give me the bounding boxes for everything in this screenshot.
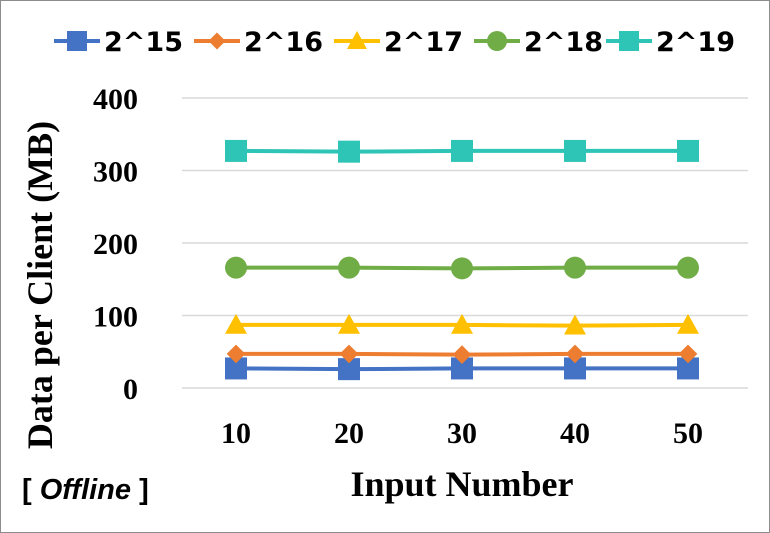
gridlines <box>182 97 748 389</box>
data-point <box>451 257 473 280</box>
y-axis-title: Data per Client (MB) <box>20 121 60 449</box>
series-2-15 <box>225 357 699 381</box>
data-point <box>677 357 699 380</box>
x-tick-label: 10 <box>221 417 251 450</box>
legend-label: 2^19 <box>656 27 735 58</box>
legend-item: 2^16 <box>194 27 323 58</box>
data-point <box>225 139 247 162</box>
legend-marker <box>347 31 367 49</box>
legend-item: 2^17 <box>334 27 463 58</box>
legend-marker <box>487 31 507 51</box>
data-point <box>338 256 360 279</box>
data-point <box>677 139 699 162</box>
note-open-bracket: [ <box>22 474 40 506</box>
legend-item: 2^19 <box>606 27 735 58</box>
data-point <box>678 344 698 364</box>
legend-label: 2^18 <box>524 27 603 58</box>
legend-marker <box>208 32 226 50</box>
data-point <box>225 313 247 334</box>
data-point <box>565 344 585 364</box>
series-group <box>225 139 699 381</box>
y-tick-label: 400 <box>93 83 138 116</box>
mode-note: [ Offline ] <box>22 474 149 507</box>
y-axis-ticks: 0 100 200 300 400 <box>93 83 138 406</box>
legend-label: 2^16 <box>244 27 323 58</box>
series-2-16 <box>226 344 698 364</box>
data-point <box>564 256 586 279</box>
data-point <box>677 256 699 279</box>
data-point <box>564 139 586 162</box>
legend-marker <box>67 31 87 51</box>
x-axis-title: Input Number <box>350 464 573 504</box>
legend-label: 2^15 <box>104 27 183 58</box>
data-point <box>338 140 360 163</box>
data-point <box>225 357 247 380</box>
data-point <box>226 344 246 364</box>
legend-item: 2^15 <box>54 27 183 58</box>
data-point <box>452 345 472 364</box>
y-tick-label: 200 <box>93 228 138 261</box>
data-point <box>338 313 360 334</box>
data-point <box>451 357 473 380</box>
y-tick-label: 300 <box>93 156 138 189</box>
data-point <box>338 358 360 381</box>
legend-marker <box>619 31 639 51</box>
note-close-bracket: ] <box>131 474 149 506</box>
y-tick-label: 0 <box>123 373 138 406</box>
x-tick-label: 20 <box>334 417 364 450</box>
series-2-17 <box>225 313 699 335</box>
legend-item: 2^18 <box>474 27 603 58</box>
data-point <box>564 314 586 335</box>
legend: 2^15 2^16 2^17 2^18 2^19 <box>54 27 735 58</box>
x-axis-ticks: 10 20 30 40 50 <box>221 417 703 450</box>
legend-label: 2^17 <box>384 27 463 58</box>
data-point <box>677 313 699 334</box>
data-point <box>339 344 359 364</box>
x-tick-label: 30 <box>447 417 477 450</box>
y-tick-label: 100 <box>93 301 138 334</box>
note-mode-label: Offline <box>39 474 132 506</box>
series-2-18 <box>225 256 699 280</box>
data-point <box>451 313 473 334</box>
data-point <box>225 256 247 279</box>
x-tick-label: 50 <box>673 417 703 450</box>
data-point <box>564 357 586 380</box>
data-point <box>451 139 473 162</box>
series-2-19 <box>225 139 699 163</box>
x-tick-label: 40 <box>560 417 590 450</box>
